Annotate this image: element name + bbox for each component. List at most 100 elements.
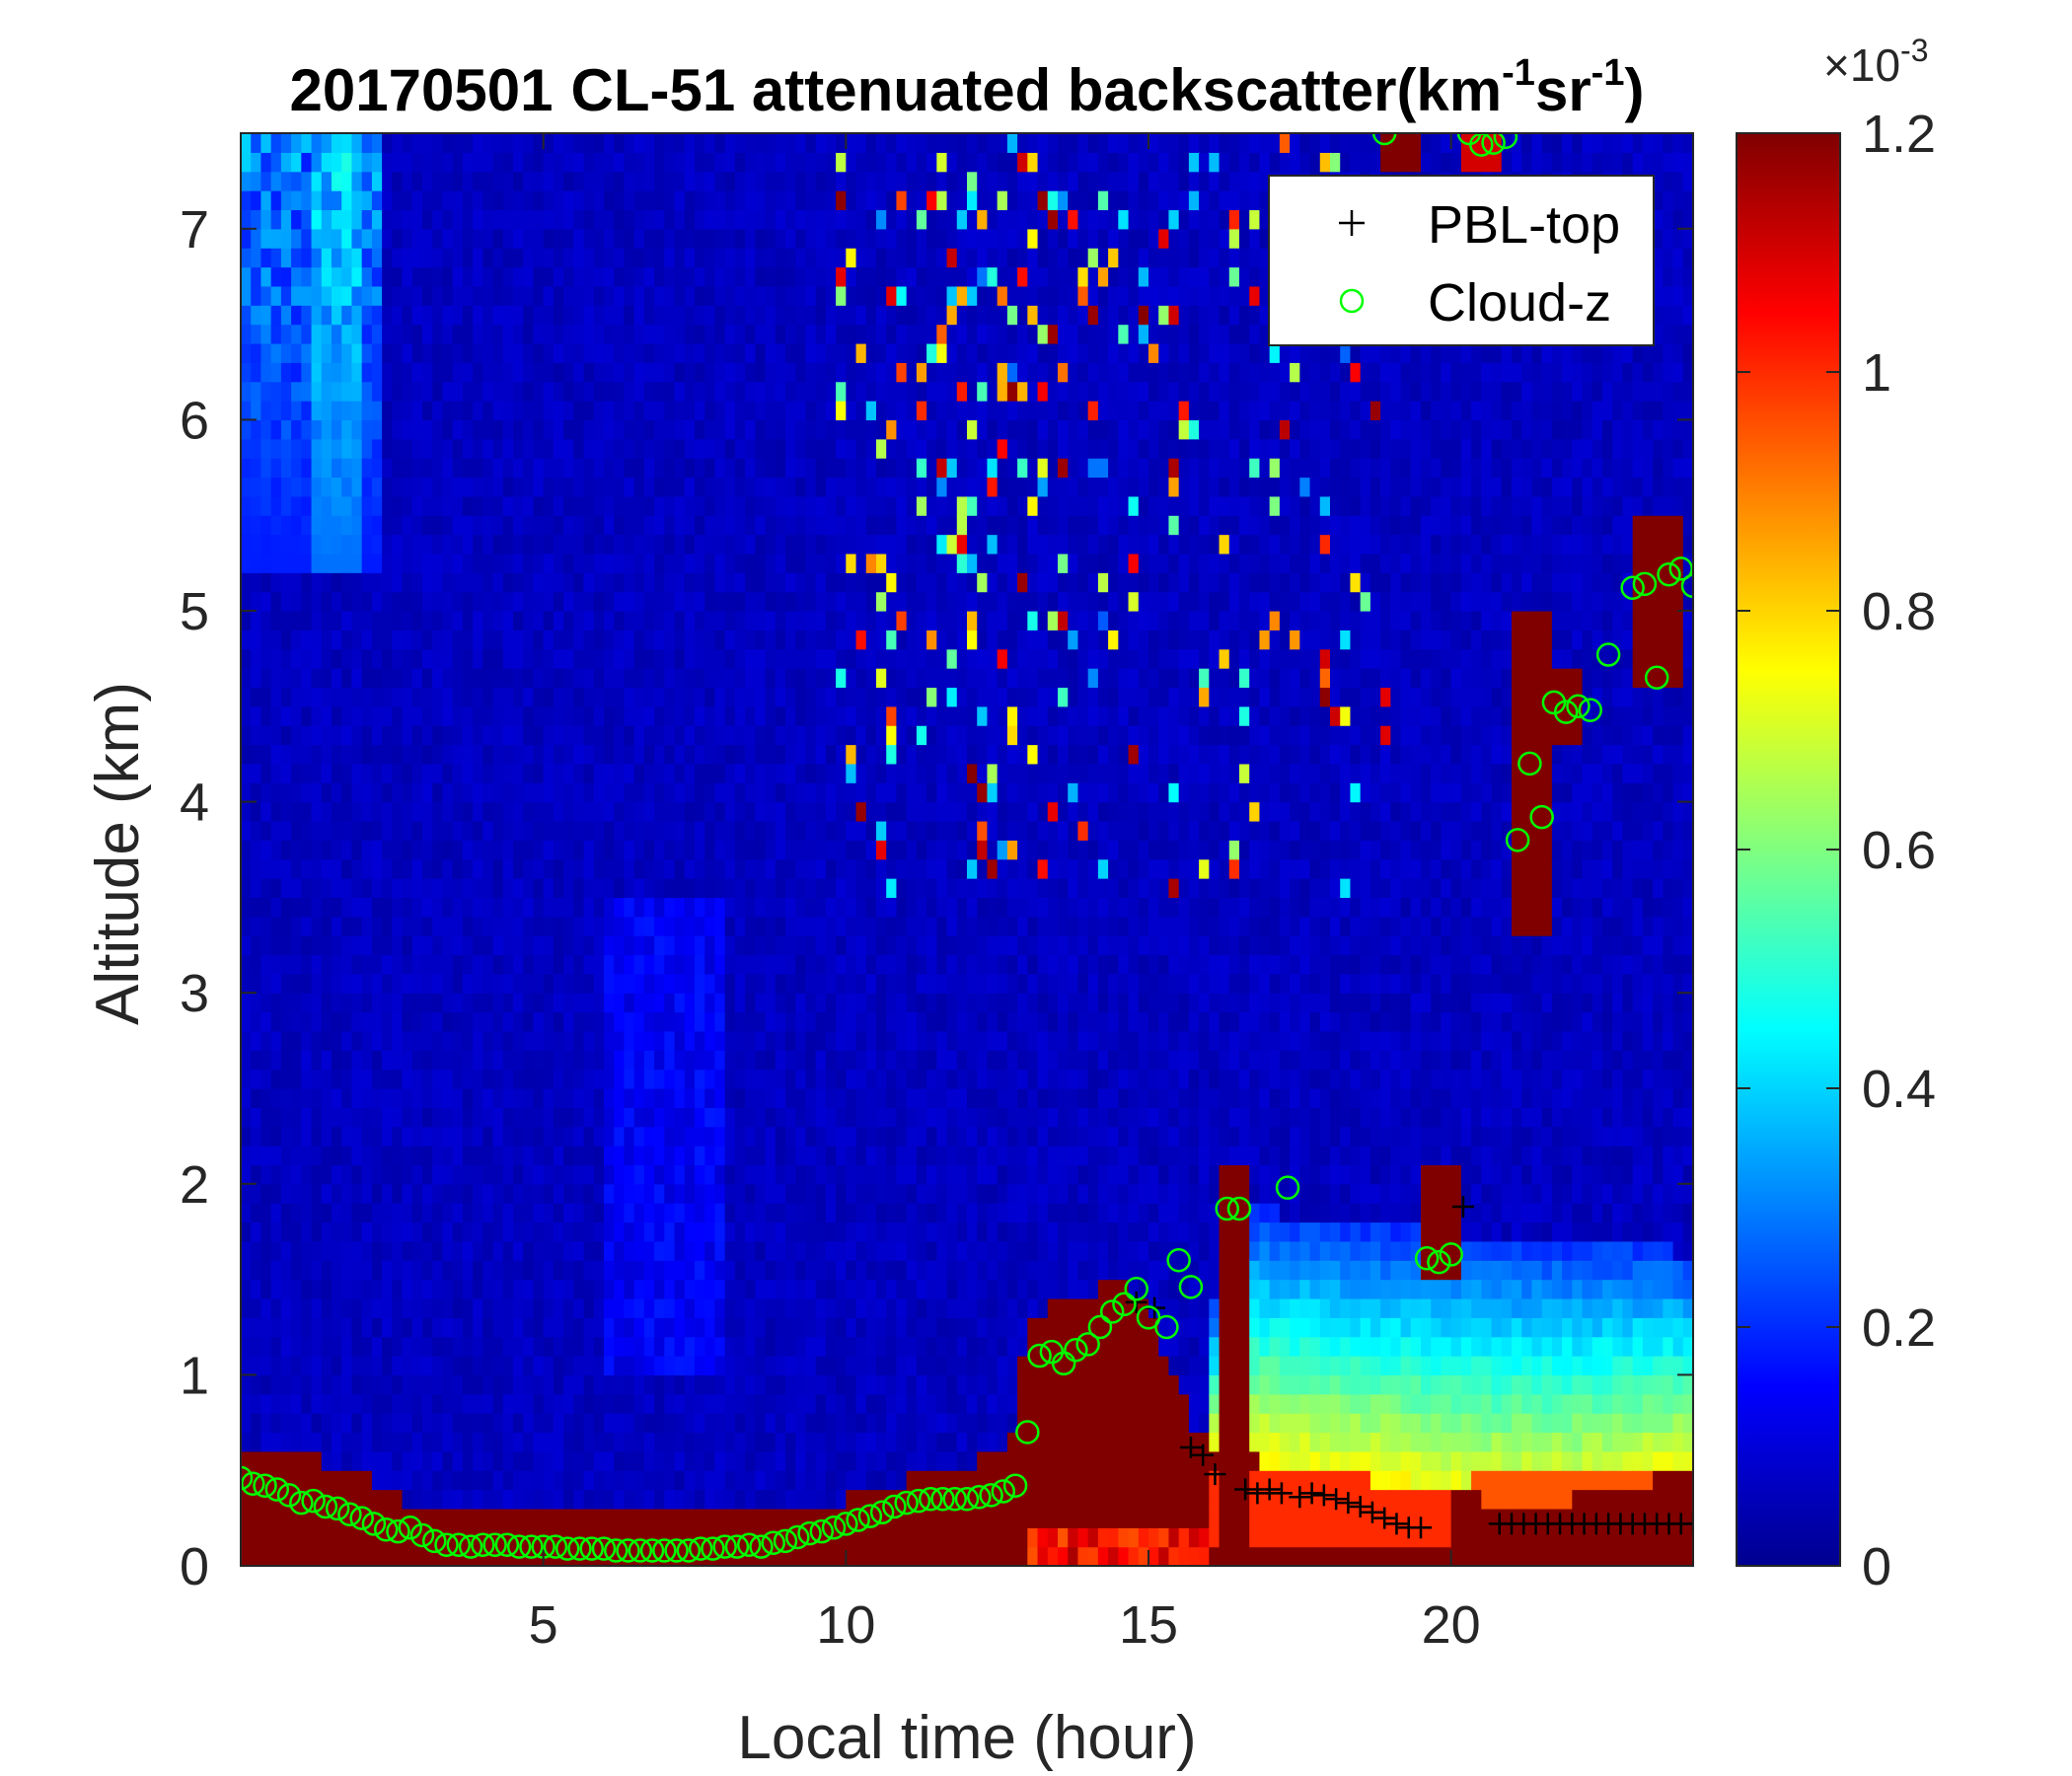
heatmap-cell xyxy=(473,324,483,344)
heatmap-cell xyxy=(452,1146,464,1166)
heatmap-cell xyxy=(654,1508,665,1528)
heatmap-cell xyxy=(785,1088,796,1108)
heatmap-cell xyxy=(614,1203,626,1223)
heatmap-cell xyxy=(392,285,404,306)
heatmap-cell xyxy=(573,381,585,402)
heatmap-cell xyxy=(825,285,837,306)
heatmap-cell xyxy=(573,515,585,536)
heatmap-cell xyxy=(785,324,796,344)
heatmap-cell xyxy=(422,1183,433,1204)
heatmap-cell xyxy=(241,1107,252,1128)
heatmap-cell xyxy=(674,1164,686,1185)
heatmap-cell xyxy=(664,419,676,440)
heatmap-cell xyxy=(734,266,746,287)
heatmap-cell xyxy=(361,171,373,191)
heatmap-cell xyxy=(795,611,807,630)
heatmap-cell xyxy=(371,401,383,420)
heatmap-cell xyxy=(865,1432,877,1452)
heatmap-cell xyxy=(452,324,464,344)
heatmap-cell xyxy=(361,477,373,497)
heatmap-cell xyxy=(341,993,353,1013)
heatmap-cell xyxy=(513,285,524,306)
heatmap-cell xyxy=(341,897,353,918)
heatmap-cell xyxy=(836,705,847,726)
heatmap-cell xyxy=(280,629,292,650)
heatmap-cell xyxy=(795,401,807,420)
heatmap-cell xyxy=(765,591,777,612)
heatmap-cell xyxy=(321,1221,333,1242)
heatmap-cell xyxy=(361,954,373,975)
heatmap-cell xyxy=(684,897,696,918)
heatmap-cell xyxy=(604,1432,615,1452)
heatmap-cell xyxy=(291,1088,302,1108)
heatmap-cell xyxy=(695,1011,705,1032)
heatmap-cell xyxy=(664,801,676,822)
heatmap-cell xyxy=(714,858,726,879)
heatmap-cell xyxy=(473,438,483,459)
heatmap-cell xyxy=(473,954,483,975)
heatmap-cell xyxy=(865,897,877,918)
heatmap-cell xyxy=(241,973,252,994)
heatmap-cell xyxy=(876,248,887,268)
heatmap-cell xyxy=(583,591,595,612)
heatmap-cell xyxy=(765,266,777,287)
heatmap-cell xyxy=(865,1164,877,1185)
heatmap-cell xyxy=(432,668,444,689)
heatmap-cell xyxy=(371,572,383,593)
heatmap-cell xyxy=(624,611,635,630)
heatmap-cell xyxy=(462,381,474,402)
heatmap-cell xyxy=(684,1374,696,1395)
heatmap-cell xyxy=(836,1221,847,1242)
heatmap-cell xyxy=(765,1393,777,1414)
heatmap-cell xyxy=(411,629,423,650)
heatmap-cell xyxy=(411,1393,423,1414)
heatmap-cell xyxy=(502,324,514,344)
heatmap-cell xyxy=(755,324,767,344)
heatmap-cell xyxy=(402,782,413,803)
heatmap-cell xyxy=(654,515,665,536)
heatmap-cell xyxy=(332,725,342,746)
heatmap-cell xyxy=(593,1527,605,1548)
heatmap-cell xyxy=(886,534,898,555)
heatmap-cell xyxy=(674,782,686,803)
heatmap-cell xyxy=(684,1489,696,1510)
heatmap-cell xyxy=(795,763,807,783)
heatmap-cell xyxy=(473,458,483,479)
heatmap-cell xyxy=(361,266,373,287)
heatmap-cell xyxy=(614,1297,626,1318)
heatmap-cell xyxy=(473,1450,483,1471)
heatmap-cell xyxy=(452,1393,464,1414)
heatmap-cell xyxy=(371,1146,383,1166)
heatmap-cell xyxy=(805,1030,817,1051)
heatmap-cell xyxy=(795,324,807,344)
heatmap-cell xyxy=(321,190,333,211)
heatmap-cell xyxy=(371,973,383,994)
heatmap-cell xyxy=(442,362,454,383)
heatmap-cell xyxy=(351,591,363,612)
heatmap-cell xyxy=(452,1413,464,1434)
heatmap-cell xyxy=(583,324,595,344)
heatmap-cell xyxy=(523,553,535,573)
heatmap-cell xyxy=(553,438,564,459)
heatmap-cell xyxy=(745,1126,756,1147)
heatmap-cell xyxy=(876,401,887,420)
heatmap-cell xyxy=(825,381,837,402)
heatmap-cell xyxy=(553,1183,564,1204)
heatmap-cell xyxy=(855,591,867,612)
heatmap-cell xyxy=(633,401,645,420)
heatmap-cell xyxy=(724,1432,736,1452)
heatmap-cell xyxy=(664,1030,676,1051)
heatmap-cell xyxy=(321,705,333,726)
heatmap-cell xyxy=(775,190,786,211)
heatmap-cell xyxy=(432,629,444,650)
heatmap-cell xyxy=(876,1413,887,1434)
heatmap-cell xyxy=(422,248,433,268)
heatmap-cell xyxy=(855,840,867,860)
heatmap-cell xyxy=(523,1240,535,1261)
heatmap-cell xyxy=(371,782,383,803)
heatmap-cell xyxy=(533,1030,545,1051)
heatmap-cell xyxy=(241,878,252,898)
heatmap-cell xyxy=(473,1146,483,1166)
heatmap-cell xyxy=(755,878,767,898)
heatmap-cell xyxy=(805,648,817,669)
